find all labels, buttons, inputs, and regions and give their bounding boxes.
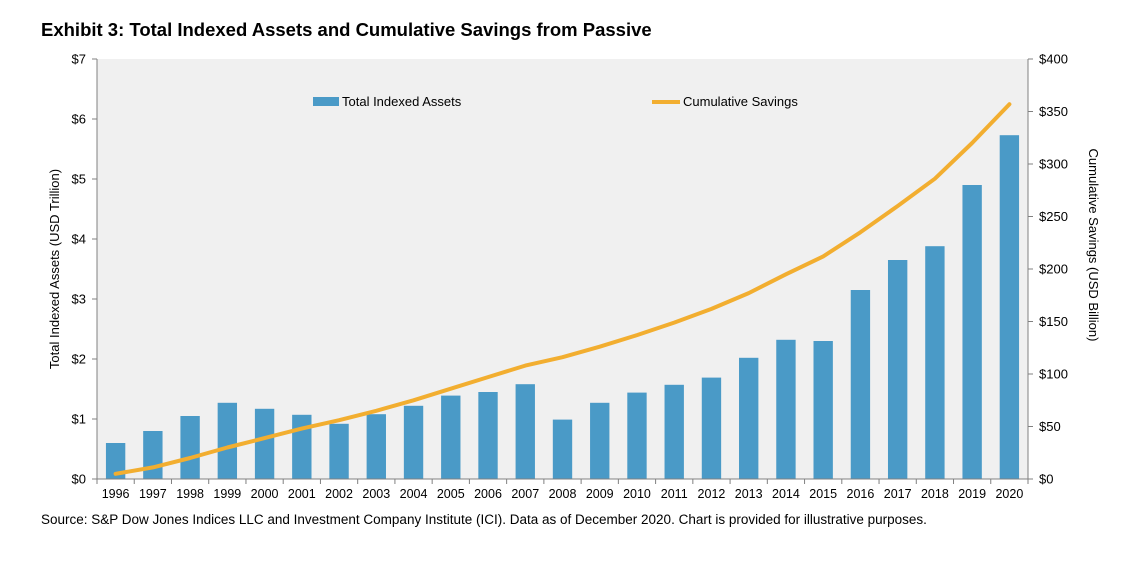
legend-label-cumulative-savings: Cumulative Savings — [683, 94, 798, 109]
y2-tick-label: $150 — [1039, 314, 1068, 329]
y-tick-label: $6 — [72, 112, 86, 127]
bar-2014 — [776, 339, 796, 479]
x-tick-label-1999: 1999 — [213, 487, 241, 501]
y-tick-label: $3 — [72, 292, 86, 307]
legend: Total Indexed Assets Cumulative Savings — [313, 94, 798, 109]
y2-tick-label: $400 — [1039, 52, 1068, 67]
chart: $0 $1 $2 $3 $4 $5 $6 $7 $0 $50 $100 $150 $200 $250 $3… — [47, 52, 1101, 502]
bar-series-total-indexed-assets — [105, 135, 1020, 479]
right-axis-ticks: $0 $50 $100 $150 $200 $250 $300 $350 $400 — [1028, 52, 1068, 487]
x-tick-label-2013: 2013 — [735, 487, 763, 501]
x-tick-label-1998: 1998 — [176, 487, 204, 501]
y2-tick-label: $300 — [1039, 157, 1068, 172]
bar-2003 — [366, 414, 386, 479]
x-tick-label-2006: 2006 — [474, 487, 502, 501]
bar-2011 — [664, 384, 684, 479]
bar-2015 — [813, 341, 833, 479]
bar-2002 — [329, 423, 349, 479]
bar-1999 — [217, 402, 238, 479]
x-tick-label-2002: 2002 — [325, 487, 353, 501]
x-tick-label-2011: 2011 — [661, 487, 688, 501]
bar-2016 — [850, 290, 871, 479]
x-tick-label-2016: 2016 — [847, 487, 875, 501]
x-tick-label-2020: 2020 — [995, 487, 1023, 501]
bar-2020 — [999, 135, 1020, 479]
bar-2019 — [962, 185, 982, 479]
bar-2013 — [739, 357, 759, 479]
x-tick-label-2007: 2007 — [511, 487, 539, 501]
x-tick-label-2005: 2005 — [437, 487, 465, 501]
x-tick-label-2008: 2008 — [549, 487, 577, 501]
y2-tick-label: $350 — [1039, 104, 1068, 119]
y2-tick-label: $200 — [1039, 262, 1068, 277]
x-tick-label-1996: 1996 — [102, 487, 130, 501]
bar-2004 — [403, 405, 424, 479]
bar-2001 — [292, 414, 312, 479]
bar-2006 — [478, 392, 498, 479]
bar-2007 — [515, 384, 535, 479]
bar-1998 — [180, 416, 200, 479]
x-tick-label-2017: 2017 — [884, 487, 912, 501]
y2-tick-label: $0 — [1039, 472, 1053, 487]
legend-swatch-bar — [313, 97, 339, 106]
y-axis-label: Total Indexed Assets (USD Trillion) — [47, 169, 62, 369]
x-tick-label-2000: 2000 — [251, 487, 279, 501]
y2-axis-label: Cumulative Savings (USD Billion) — [1086, 149, 1101, 342]
bar-2005 — [441, 395, 461, 479]
bar-2018 — [925, 246, 945, 479]
x-tick-label-2003: 2003 — [362, 487, 390, 501]
bar-1997 — [143, 431, 163, 479]
y-tick-label: $0 — [72, 472, 86, 487]
x-tick-label-2004: 2004 — [400, 487, 428, 501]
y2-tick-label: $100 — [1039, 367, 1068, 382]
bar-1996 — [105, 443, 126, 479]
y-tick-label: $4 — [72, 232, 86, 247]
x-tick-label-2015: 2015 — [809, 487, 837, 501]
bar-2017 — [887, 260, 908, 479]
left-axis-ticks: $0 $1 $2 $3 $4 $5 $6 $7 — [72, 52, 97, 487]
x-tick-label-2009: 2009 — [586, 487, 614, 501]
y2-tick-label: $50 — [1039, 419, 1061, 434]
line-series-cumulative-savings — [113, 102, 1012, 476]
x-tick-label-2019: 2019 — [958, 487, 986, 501]
x-tick-label-1997: 1997 — [139, 487, 167, 501]
x-tick-label-2001: 2001 — [288, 487, 316, 501]
bar-2008 — [552, 419, 573, 479]
x-tick-label-2010: 2010 — [623, 487, 651, 501]
y2-tick-label: $250 — [1039, 209, 1068, 224]
x-axis-ticks: 1996 1997 1998 1999 2000 2001 2002 2003 2004 2005… — [96, 479, 1029, 501]
x-tick-label-2014: 2014 — [772, 487, 800, 501]
y-tick-label: $2 — [72, 352, 86, 367]
bar-2010 — [627, 392, 647, 479]
chart-title: Exhibit 3: Total Indexed Assets and Cumu… — [41, 19, 652, 40]
x-tick-label-2012: 2012 — [698, 487, 726, 501]
legend-label-total-indexed-assets: Total Indexed Assets — [342, 94, 462, 109]
plot-area — [97, 59, 1028, 479]
x-tick-label-2018: 2018 — [921, 487, 949, 501]
source-note: Source: S&P Dow Jones Indices LLC and In… — [41, 512, 927, 527]
bar-2009 — [590, 402, 610, 479]
bar-2012 — [701, 377, 722, 479]
y-tick-label: $1 — [72, 412, 86, 427]
bar-2000 — [254, 408, 275, 479]
y-tick-label: $5 — [72, 172, 86, 187]
y-tick-label: $7 — [72, 52, 86, 67]
